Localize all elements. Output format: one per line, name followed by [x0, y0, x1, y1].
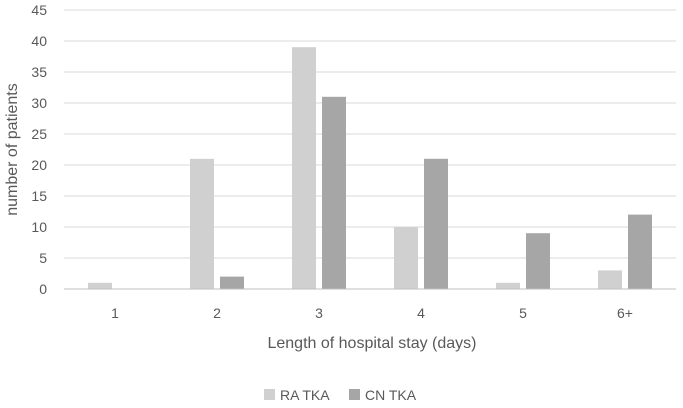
bar-cn-tka-3: [322, 96, 346, 289]
bar-cn-tka-2: [220, 276, 244, 289]
legend-label: RA TKA: [280, 387, 330, 403]
legend-swatch: [349, 389, 360, 400]
y-tick-label: 35: [31, 64, 47, 80]
y-tick-label: 25: [31, 126, 47, 142]
y-tick-label: 40: [31, 33, 47, 49]
x-axis-label: Length of hospital stay (days): [267, 335, 476, 352]
x-tick-label: 2: [213, 305, 221, 321]
y-axis-ticks: 0 5 10 15 20 25 30 35 40 45: [31, 2, 47, 297]
bar-ra-tka-3: [292, 47, 316, 290]
bar-ra-tka-1: [88, 282, 112, 289]
bar-cn-tka-6plus: [628, 214, 652, 289]
legend-swatch: [264, 389, 275, 400]
x-tick-label: 3: [315, 305, 323, 321]
y-tick-label: 15: [31, 188, 47, 204]
bar-ra-tka-6plus: [598, 270, 622, 289]
bar-ra-tka-2: [190, 158, 214, 289]
x-axis-ticks: 1 2 3 4 5 6+: [111, 305, 633, 321]
y-axis-label: number of patients: [4, 83, 21, 216]
y-tick-label: 5: [39, 250, 47, 266]
x-tick-label: 6+: [617, 305, 633, 321]
legend: RA TKA CN TKA: [264, 387, 417, 403]
y-tick-label: 10: [31, 219, 47, 235]
y-tick-label: 30: [31, 95, 47, 111]
x-tick-label: 5: [519, 305, 527, 321]
legend-label: CN TKA: [365, 387, 417, 403]
bar-cn-tka-5: [526, 233, 550, 289]
gridlines: [64, 9, 676, 259]
bar-ra-tka-4: [394, 227, 418, 289]
y-tick-label: 0: [39, 281, 47, 297]
x-tick-label: 4: [417, 305, 425, 321]
y-tick-label: 45: [31, 2, 47, 18]
bar-cn-tka-4: [424, 158, 448, 289]
y-tick-label: 20: [31, 157, 47, 173]
bar-ra-tka-5: [496, 282, 520, 289]
x-tick-label: 1: [111, 305, 119, 321]
bars: [88, 47, 652, 290]
